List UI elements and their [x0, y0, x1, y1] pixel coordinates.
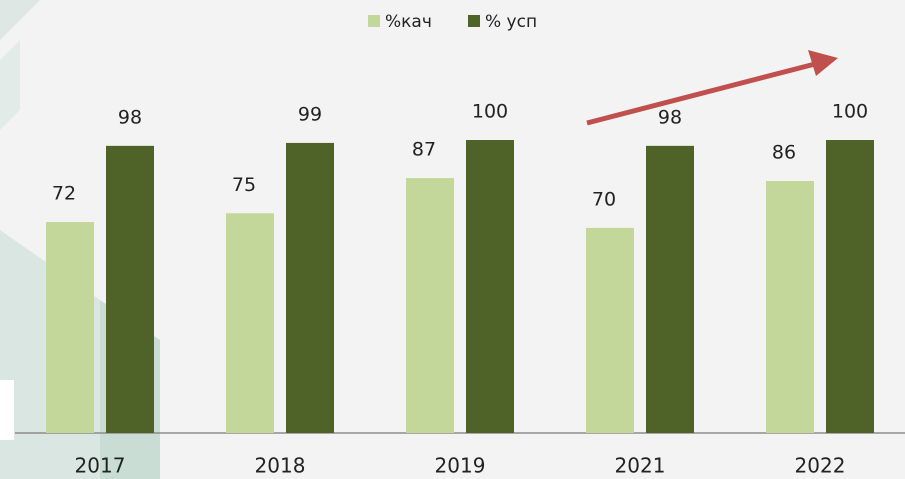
bar: [646, 145, 694, 434]
bar: [106, 145, 154, 434]
x-tick-label: 2017: [75, 454, 126, 478]
bar: [286, 142, 334, 433]
data-label: 100: [472, 101, 508, 123]
x-tick-label: 2019: [435, 454, 486, 478]
data-label: 98: [118, 106, 142, 128]
legend-swatch: [468, 15, 480, 27]
data-label: 72: [52, 183, 76, 205]
x-tick-label: 2018: [255, 454, 306, 478]
arrow-head: [808, 50, 838, 76]
data-label: 75: [232, 174, 256, 196]
decor-shape: [0, 40, 20, 130]
legend-swatch: [368, 15, 380, 27]
bar: [586, 227, 634, 433]
legend-label: % усп: [485, 12, 537, 32]
legend-label: %кач: [385, 12, 432, 32]
data-label: 100: [832, 101, 868, 123]
data-label: 98: [658, 106, 682, 128]
decor-shape: [0, 380, 14, 440]
x-tick-label: 2021: [615, 454, 666, 478]
decor-shape: [0, 0, 40, 40]
x-tick-label: 2022: [795, 454, 846, 478]
arrow: [586, 50, 838, 126]
data-label: 70: [592, 188, 616, 210]
bar: [226, 213, 274, 433]
data-label: 99: [298, 103, 322, 125]
arrow-line: [586, 61, 816, 126]
bar: [406, 178, 454, 433]
bar: [46, 222, 94, 433]
bar: [826, 140, 874, 433]
bar: [466, 140, 514, 433]
bar: [766, 181, 814, 433]
data-label: 87: [412, 139, 436, 161]
data-label: 86: [772, 142, 796, 164]
